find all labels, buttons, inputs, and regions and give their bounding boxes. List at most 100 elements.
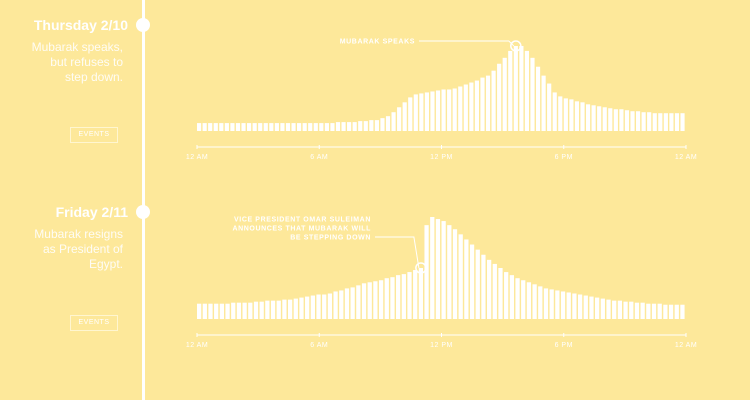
x-tick-label: 12 PM (430, 154, 453, 161)
bar (464, 239, 469, 319)
bar (390, 277, 395, 319)
bar (341, 122, 346, 131)
bar (424, 92, 429, 131)
x-tick-label: 12 AM (186, 342, 208, 349)
bar (236, 302, 242, 319)
bar (197, 303, 202, 319)
bar (361, 283, 367, 319)
bar (543, 288, 549, 319)
bar (441, 89, 446, 131)
bar (247, 123, 252, 131)
bar (663, 113, 668, 131)
bar (407, 272, 412, 319)
bar (680, 113, 685, 131)
bar (369, 120, 374, 131)
bar (651, 303, 657, 319)
bar (502, 57, 507, 131)
annotation-text: ANNOUNCES THAT MUBARAK WILL (232, 226, 371, 233)
bar (293, 298, 298, 319)
bar (577, 294, 583, 319)
x-tick-label: 12 PM (430, 342, 453, 349)
bar (526, 282, 532, 319)
bar (515, 278, 520, 319)
bar (363, 121, 368, 131)
bar (344, 288, 350, 319)
x-tick-label: 6 AM (310, 154, 328, 161)
bar (630, 111, 635, 131)
bar (447, 225, 452, 319)
bar (430, 91, 435, 131)
day-1-events-button[interactable]: EVENTS (70, 127, 118, 143)
bar (469, 244, 475, 319)
bar (197, 123, 202, 131)
bar (669, 113, 674, 131)
bar (474, 80, 480, 131)
bar (374, 120, 379, 131)
bar (241, 123, 246, 131)
bar (629, 301, 634, 319)
bar (492, 263, 497, 319)
day-2-events-button[interactable]: EVENTS (70, 315, 118, 331)
day-1-description: Mubarak speaks, but refuses to step down… (31, 40, 123, 84)
bar (248, 302, 253, 319)
bar (552, 92, 557, 131)
bar (524, 50, 530, 131)
day-2-dot (136, 205, 150, 219)
bar (213, 123, 218, 131)
x-tick-label: 6 AM (310, 342, 328, 349)
bar (591, 105, 596, 131)
bar (219, 303, 224, 319)
bar (231, 302, 236, 319)
bar (408, 97, 413, 131)
bar (595, 297, 600, 319)
annotation-marker (415, 262, 427, 274)
bar (287, 299, 293, 319)
bar (463, 84, 468, 131)
bar (208, 123, 213, 131)
bar (202, 303, 207, 319)
bar (373, 281, 378, 319)
bar (498, 268, 503, 319)
bar (469, 82, 474, 131)
annotation-connector (375, 236, 420, 269)
bar (597, 106, 602, 131)
bar (280, 123, 285, 131)
bar (646, 303, 651, 319)
bar (608, 108, 613, 131)
bar (435, 219, 441, 319)
bar (202, 123, 207, 131)
bar (458, 86, 463, 131)
bar (572, 293, 577, 319)
bar (291, 123, 296, 131)
bar (538, 286, 543, 319)
bar (282, 299, 287, 319)
bar (513, 45, 518, 131)
bar (350, 287, 355, 319)
bar (259, 301, 264, 319)
bar (485, 75, 491, 131)
bar (219, 123, 224, 131)
bar (358, 121, 363, 131)
bar (640, 302, 645, 319)
bar (634, 302, 640, 319)
bar (481, 254, 486, 319)
bar (555, 290, 560, 319)
bar (583, 295, 588, 319)
bar (419, 93, 424, 131)
chart-thursday: 12 AM 6 AM 12 PM 6 PM 12 AM MUBARAK SPEAKS (186, 39, 697, 162)
bar (547, 83, 552, 131)
bar (313, 123, 318, 131)
bar (285, 123, 291, 131)
bar (214, 303, 219, 319)
x-tick-label: 12 AM (186, 154, 208, 161)
bar (566, 292, 571, 319)
bar (396, 275, 401, 319)
bar (322, 294, 327, 319)
bar (535, 66, 541, 131)
day-2-title: Friday 2/11 (55, 204, 128, 220)
bar (486, 259, 492, 319)
bar (356, 285, 361, 319)
bar (335, 122, 341, 131)
bars-group (197, 217, 685, 319)
